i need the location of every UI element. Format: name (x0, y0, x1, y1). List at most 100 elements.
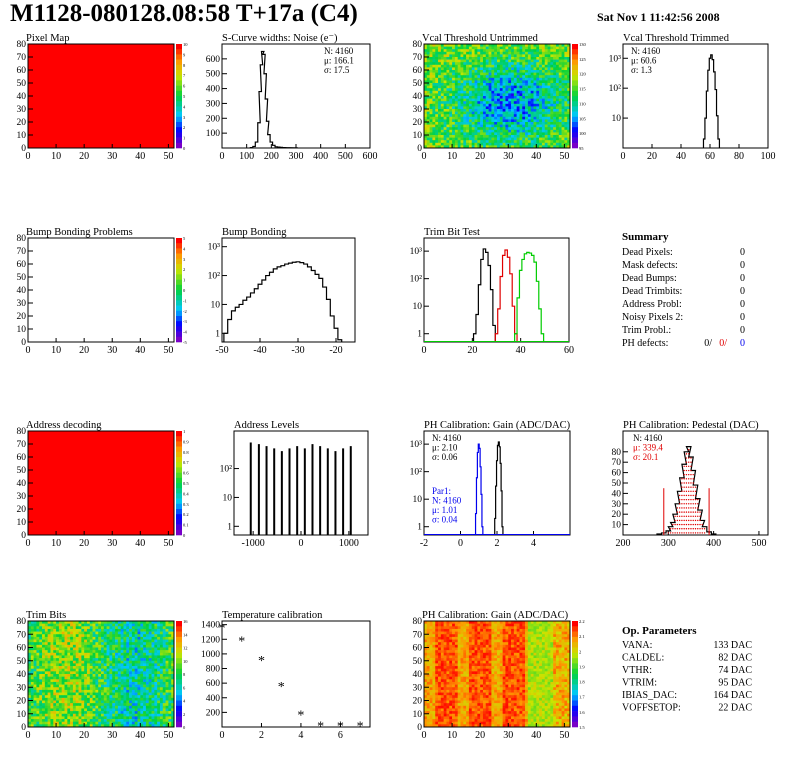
y-tick-label: 20 (413, 118, 423, 128)
y-tick-label: 10 (17, 710, 27, 720)
palette-tick-label: 16 (183, 619, 188, 624)
summary-label: Dead Trimbits: (622, 286, 682, 297)
palette-tick-label: 120 (579, 72, 587, 77)
y-tick-label: 60 (612, 469, 622, 479)
plot-frame (423, 237, 570, 343)
y-tick-label: 600 (206, 679, 221, 689)
y-tick-label: 800 (206, 665, 221, 675)
y-tick-label: 80 (612, 448, 622, 458)
x-tick-label: 40 (531, 151, 541, 162)
x-tick-label: 500 (338, 151, 353, 162)
summary-value: 0 (740, 247, 745, 258)
x-tick-label: 0 (621, 151, 626, 162)
summary-value: 0 (740, 312, 745, 323)
x-tick-label: 4 (531, 538, 536, 549)
op-param-label: VOFFSETOP: (622, 703, 681, 714)
op-params-title: Op. Parameters (622, 625, 697, 637)
heatmap-cells (28, 431, 174, 535)
y-tick-label: 50 (612, 479, 622, 489)
summary-label: Dead Pixels: (622, 247, 673, 258)
series-line (656, 446, 717, 535)
data-point: * (278, 680, 285, 695)
y-tick-label: 30 (17, 683, 27, 693)
stats-text: N: 4160 (324, 46, 354, 56)
data-point: * (357, 719, 364, 734)
palette-tick-label: 0 (183, 725, 186, 730)
palette-tick-label: 0.8 (183, 450, 189, 455)
summary-label: PH defects: (622, 338, 668, 349)
summary-label: Dead Bumps: (622, 273, 677, 284)
stats-text: μ: 60.6 (631, 56, 657, 66)
stats-text: N: 4160 (633, 433, 663, 443)
color-palette: 16 14 12 10 8 6 4 2 0 (176, 619, 188, 730)
x-tick-label: 10 (51, 538, 61, 549)
panel-trim-bit-test: Trim Bit Test 0 20 40 60 1 10 10² 10³ (410, 227, 574, 356)
y-tick-label: 10 (17, 518, 27, 528)
y-tick-label: 50 (17, 79, 27, 89)
panel-title: S-Curve widths: Noise (e⁻) (222, 33, 338, 44)
palette-tick-label: 3 (183, 115, 186, 120)
y-tick-label: 0 (21, 531, 26, 541)
palette-tick-label: 0 (183, 288, 186, 293)
panel-title: Address decoding (26, 420, 102, 431)
y-tick-label: 10 (413, 710, 423, 720)
x-tick-label: 0 (422, 345, 427, 356)
x-tick-label: 40 (135, 345, 145, 356)
palette-tick-label: 2.1 (579, 634, 585, 639)
summary-label: Noisy Pixels 2: (622, 312, 683, 323)
stats-text: σ: 20.1 (633, 452, 658, 462)
summary-label: Address Probl: (622, 299, 682, 310)
y-tick-label: 10³ (609, 54, 622, 64)
y-tick-label: 0 (21, 144, 26, 154)
x-tick-label: 30 (503, 730, 513, 741)
y-tick-label: 10 (413, 131, 423, 141)
palette-tick-label: -3 (183, 319, 187, 324)
x-tick-label: 80 (734, 151, 744, 162)
x-tick-label: 40 (516, 345, 526, 356)
y-tick-label: 10² (410, 468, 423, 478)
palette-tick-label: 1 (183, 278, 185, 283)
op-param-value: 95 DAC (718, 678, 752, 689)
y-tick-label: 50 (17, 466, 27, 476)
palette-tick-label: 0 (183, 533, 186, 538)
palette-tick-label: 10 (183, 42, 188, 47)
palette-tick-label: -4 (183, 330, 187, 335)
y-tick-label: 10 (223, 493, 233, 503)
op-param-label: CALDEL: (622, 653, 664, 664)
y-tick-label: 60 (17, 453, 27, 463)
palette-tick-label: 1.5 (579, 725, 585, 730)
timestamp: Sat Nov 1 11:42:56 2008 (597, 10, 720, 24)
palette-tick-label: 105 (579, 116, 587, 121)
summary-value: 0/ (704, 338, 712, 349)
x-tick-label: 40 (135, 730, 145, 741)
y-tick-label: 30 (17, 105, 27, 115)
y-tick-label: 40 (413, 92, 423, 102)
x-tick-label: 0 (422, 730, 427, 741)
panel-bump-bonding: Bump Bonding -50 -40 -30 -20 1 10 10² 10³ (208, 227, 356, 356)
x-tick-label: 20 (79, 345, 89, 356)
palette-tick-label: -1 (183, 298, 187, 303)
y-tick-label: 20 (17, 697, 27, 707)
y-tick-label: 600 (206, 55, 221, 65)
x-tick-label: 100 (761, 151, 776, 162)
x-tick-label: 20 (79, 730, 89, 741)
y-tick-label: 40 (612, 489, 622, 499)
summary-value: 0 (740, 273, 745, 284)
x-tick-label: 30 (107, 730, 117, 741)
x-tick-label: 2 (259, 730, 264, 741)
y-tick-label: 50 (413, 79, 423, 89)
data-point: * (219, 621, 226, 636)
y-tick-label: 50 (17, 273, 27, 283)
palette-tick-label: 1 (183, 429, 185, 434)
stats-text: μ: 166.1 (324, 56, 354, 66)
y-tick-label: 10³ (410, 440, 423, 450)
color-palette: 2.2 2.1 2 1.9 1.8 1.7 1.6 1.5 (572, 619, 585, 730)
y-tick-label: 200 (206, 708, 221, 718)
palette-tick-label: 8 (183, 63, 186, 68)
summary-label: Mask defects: (622, 260, 678, 271)
x-tick-label: 20 (79, 151, 89, 162)
y-tick-label: 0 (21, 338, 26, 348)
y-tick-label: 30 (17, 492, 27, 502)
